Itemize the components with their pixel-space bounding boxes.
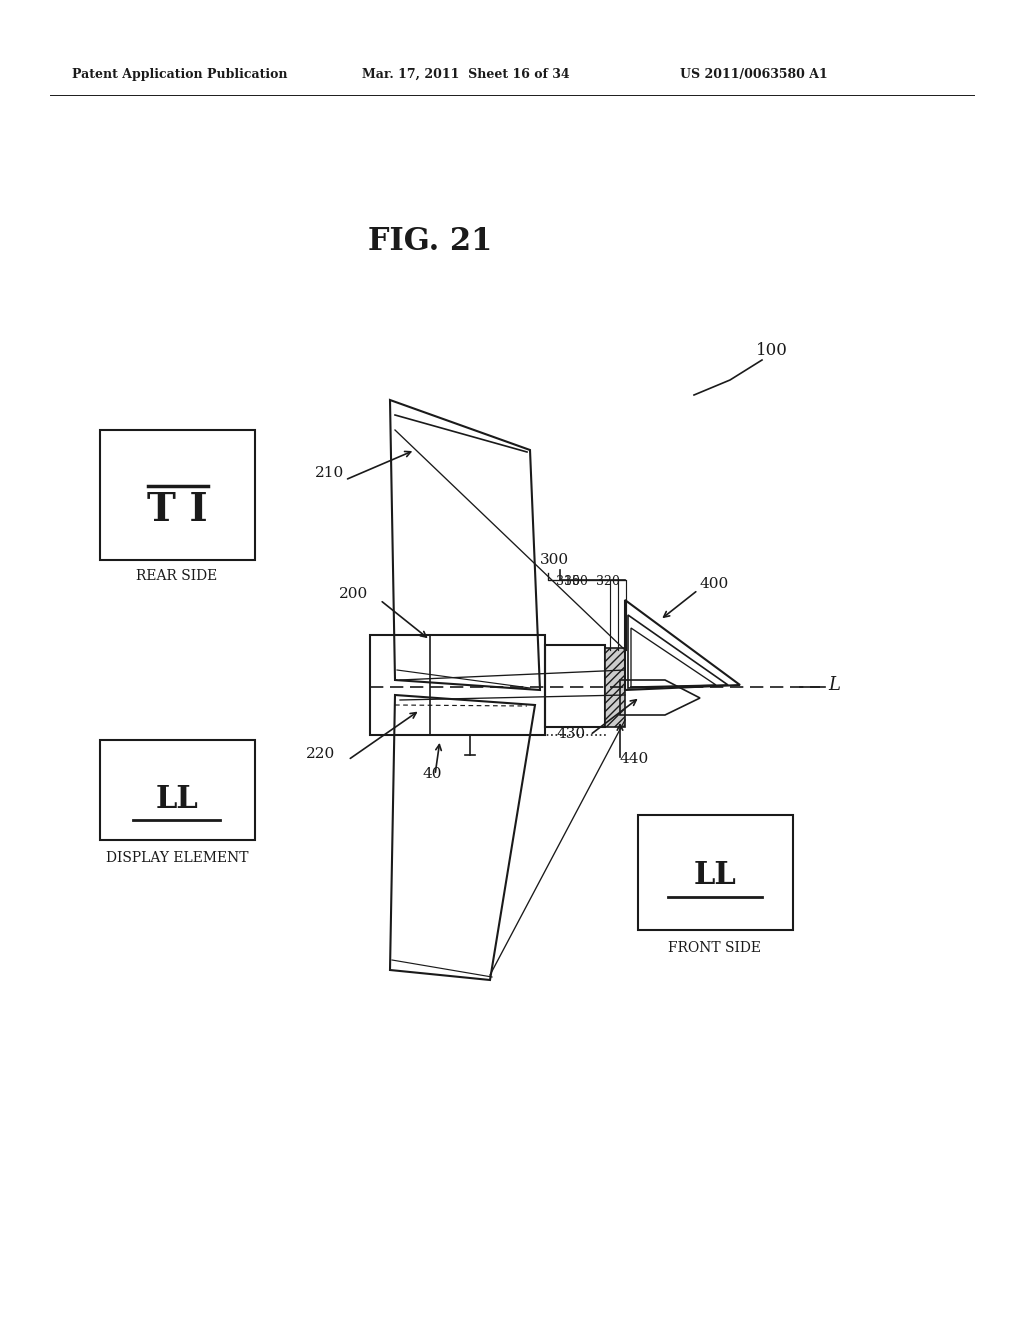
- Text: 200: 200: [339, 587, 368, 601]
- Text: 350: 350: [564, 576, 588, 587]
- Bar: [100, 741, 255, 840]
- Text: 300: 300: [540, 553, 568, 568]
- Bar: [100, 430, 255, 560]
- Text: DISPLAY ELEMENT: DISPLAY ELEMENT: [105, 851, 248, 865]
- Bar: [370, 635, 545, 735]
- Text: US 2011/0063580 A1: US 2011/0063580 A1: [680, 69, 827, 81]
- Text: Mar. 17, 2011  Sheet 16 of 34: Mar. 17, 2011 Sheet 16 of 34: [362, 69, 569, 81]
- Text: 210: 210: [314, 466, 344, 480]
- Text: REAR SIDE: REAR SIDE: [136, 569, 218, 583]
- Text: T I: T I: [146, 491, 207, 529]
- Bar: [545, 645, 605, 727]
- Text: L: L: [828, 676, 840, 694]
- Text: Patent Application Publication: Patent Application Publication: [72, 69, 288, 81]
- Text: FRONT SIDE: FRONT SIDE: [669, 941, 762, 954]
- Bar: [638, 814, 793, 931]
- Polygon shape: [605, 648, 625, 727]
- Text: 220: 220: [306, 747, 335, 762]
- Text: LL: LL: [156, 784, 199, 816]
- Text: 100: 100: [756, 342, 787, 359]
- Text: 430: 430: [557, 727, 586, 741]
- Text: 440: 440: [620, 752, 649, 766]
- Text: LL: LL: [693, 859, 736, 891]
- Text: 310: 310: [556, 576, 580, 587]
- Text: FIG. 21: FIG. 21: [368, 226, 493, 257]
- Text: 320: 320: [596, 576, 620, 587]
- Text: 400: 400: [700, 577, 729, 591]
- Text: 40: 40: [422, 767, 441, 781]
